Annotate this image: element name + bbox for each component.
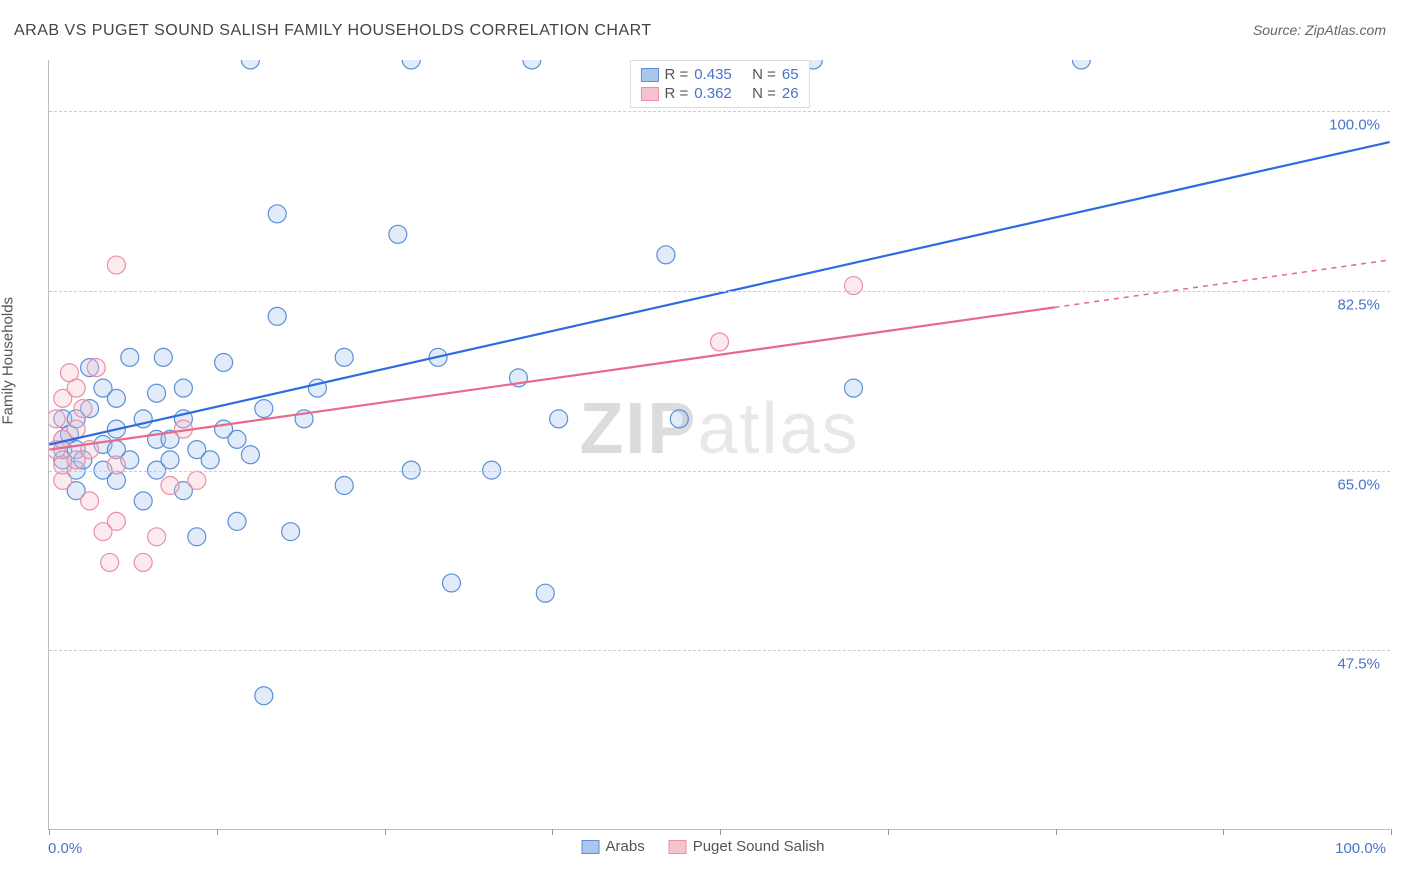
legend-row: R = 0.362 N = 26	[640, 84, 798, 103]
data-point	[87, 359, 105, 377]
legend-swatch	[669, 840, 687, 854]
data-point	[188, 471, 206, 489]
data-point	[188, 528, 206, 546]
legend-swatch	[640, 87, 658, 101]
legend-label: Puget Sound Salish	[693, 838, 825, 855]
legend-swatch	[582, 840, 600, 854]
data-point	[282, 523, 300, 541]
x-tick	[1056, 829, 1057, 835]
x-tick	[720, 829, 721, 835]
data-point	[49, 410, 65, 428]
data-point	[402, 60, 420, 69]
x-tick	[1223, 829, 1224, 835]
legend-row: R = 0.435 N = 65	[640, 65, 798, 84]
data-point	[845, 379, 863, 397]
legend-n-value: 65	[782, 66, 799, 83]
gridline	[49, 291, 1390, 292]
data-point	[670, 410, 688, 428]
legend-r-label: R =	[664, 85, 688, 102]
data-point	[228, 430, 246, 448]
data-point	[255, 400, 273, 418]
regression-line	[49, 142, 1389, 444]
y-axis-label: Family Households	[0, 297, 17, 425]
data-point	[268, 307, 286, 325]
data-point	[161, 451, 179, 469]
chart-svg	[49, 60, 1390, 829]
data-point	[148, 528, 166, 546]
gridline	[49, 471, 1390, 472]
legend-swatch	[640, 68, 658, 82]
y-tick-label: 47.5%	[1337, 656, 1380, 673]
legend-item: Puget Sound Salish	[669, 838, 825, 855]
legend-r-value: 0.362	[694, 85, 732, 102]
data-point	[228, 512, 246, 530]
data-point	[134, 553, 152, 571]
x-tick	[49, 829, 50, 835]
data-point	[121, 348, 139, 366]
data-point	[1072, 60, 1090, 69]
data-point	[101, 553, 119, 571]
data-point	[74, 400, 92, 418]
data-point	[523, 60, 541, 69]
x-axis-max-label: 100.0%	[1335, 840, 1386, 857]
x-tick	[1391, 829, 1392, 835]
legend-n-value: 26	[782, 85, 799, 102]
data-point	[711, 333, 729, 351]
y-tick-label: 82.5%	[1337, 297, 1380, 314]
data-point	[107, 389, 125, 407]
data-point	[241, 60, 259, 69]
x-tick	[888, 829, 889, 835]
data-point	[201, 451, 219, 469]
legend-n-label: N =	[752, 85, 776, 102]
data-point	[215, 353, 233, 371]
gridline	[49, 650, 1390, 651]
data-point	[268, 205, 286, 223]
data-point	[536, 584, 554, 602]
gridline	[49, 111, 1390, 112]
data-point	[174, 379, 192, 397]
data-point	[161, 477, 179, 495]
legend-series: Arabs Puget Sound Salish	[582, 838, 825, 855]
data-point	[107, 512, 125, 530]
data-point	[107, 256, 125, 274]
y-tick-label: 100.0%	[1329, 117, 1380, 134]
legend-correlation: R = 0.435 N = 65 R = 0.362 N = 26	[629, 60, 809, 108]
data-point	[148, 384, 166, 402]
legend-r-value: 0.435	[694, 66, 732, 83]
data-point	[389, 225, 407, 243]
data-point	[67, 420, 85, 438]
x-tick	[217, 829, 218, 835]
data-point	[67, 379, 85, 397]
data-point	[241, 446, 259, 464]
data-point	[442, 574, 460, 592]
data-point	[81, 492, 99, 510]
legend-n-label: N =	[752, 66, 776, 83]
x-tick	[385, 829, 386, 835]
data-point	[134, 492, 152, 510]
data-point	[550, 410, 568, 428]
data-point	[335, 348, 353, 366]
chart-title: ARAB VS PUGET SOUND SALISH FAMILY HOUSEH…	[14, 22, 652, 40]
data-point	[335, 477, 353, 495]
x-tick	[552, 829, 553, 835]
plot-area: ZIPatlas R = 0.435 N = 65 R = 0.362 N = …	[48, 60, 1390, 830]
source-attribution: Source: ZipAtlas.com	[1253, 22, 1386, 38]
data-point	[154, 348, 172, 366]
legend-r-label: R =	[664, 66, 688, 83]
data-point	[657, 246, 675, 264]
y-tick-label: 65.0%	[1337, 476, 1380, 493]
data-point	[255, 687, 273, 705]
legend-label: Arabs	[606, 838, 645, 855]
x-axis-min-label: 0.0%	[48, 840, 82, 857]
legend-item: Arabs	[582, 838, 645, 855]
regression-line	[49, 307, 1054, 449]
